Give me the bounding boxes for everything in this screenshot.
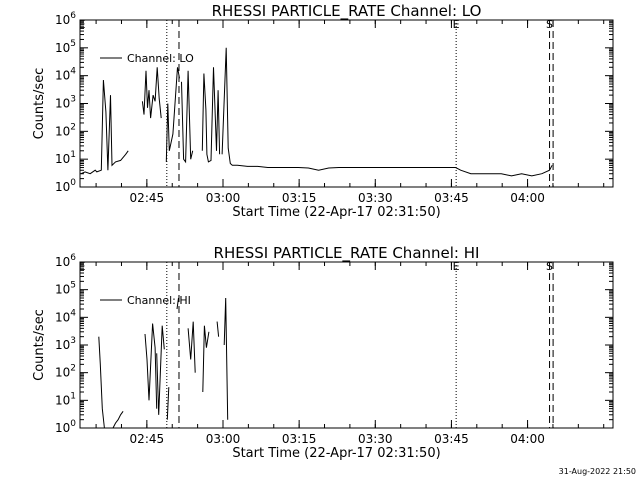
legend: Channel: LO xyxy=(100,52,194,65)
x-tick-label: 03:30 xyxy=(358,432,393,446)
event-marker-label: E xyxy=(453,260,460,273)
series-line xyxy=(141,67,162,119)
y-tick-label: 101 xyxy=(55,391,76,407)
y-axis-label: Counts/sec xyxy=(32,68,47,140)
series-line xyxy=(112,411,124,429)
x-tick-label: 04:00 xyxy=(510,432,545,446)
event-marker-label: E xyxy=(79,18,86,31)
series-line xyxy=(144,323,158,409)
chart-title: RHESSI PARTICLE_RATE Channel: LO xyxy=(212,2,482,21)
x-tick-label: 03:45 xyxy=(434,191,469,205)
y-tick-label: 105 xyxy=(55,39,76,55)
y-tick-label: 103 xyxy=(55,336,76,352)
x-tick-label: 03:45 xyxy=(434,432,469,446)
chart-title: RHESSI PARTICLE_RATE Channel: HI xyxy=(214,244,480,263)
series-line xyxy=(223,297,229,420)
series-line xyxy=(80,79,129,175)
series-line xyxy=(181,70,194,164)
x-tick-label: 03:00 xyxy=(206,432,241,446)
y-tick-label: 105 xyxy=(55,281,76,297)
series-line xyxy=(166,387,170,420)
y-tick-label: 100 xyxy=(55,419,76,435)
legend-label: Channel: HI xyxy=(127,294,191,307)
y-axis-label: Counts/sec xyxy=(32,309,47,381)
series-line xyxy=(187,321,196,373)
series-line xyxy=(165,67,180,162)
x-tick-label: 03:15 xyxy=(282,191,317,205)
event-marker-label: E xyxy=(79,260,86,273)
series-line xyxy=(221,47,553,177)
x-tick-label: 02:45 xyxy=(130,432,165,446)
legend-label: Channel: LO xyxy=(127,52,194,65)
y-tick-label: 104 xyxy=(55,67,76,83)
legend: Channel: HI xyxy=(100,294,191,307)
y-tick-label: 102 xyxy=(55,364,76,380)
y-tick-label: 103 xyxy=(55,95,76,111)
y-tick-label: 104 xyxy=(55,308,76,324)
y-tick-label: 106 xyxy=(55,253,76,269)
y-tick-label: 101 xyxy=(55,150,76,166)
event-marker-label: E xyxy=(453,18,460,31)
y-tick-label: 106 xyxy=(55,11,76,27)
x-tick-label: 03:15 xyxy=(282,432,317,446)
x-axis-label: Start Time (22-Apr-17 02:31:50) xyxy=(232,205,440,220)
event-marker-label: S xyxy=(546,260,553,273)
y-tick-label: 102 xyxy=(55,122,76,138)
chart-panel-hi: RHESSI PARTICLE_RATE Channel: HI 100 101 10… xyxy=(32,244,614,461)
x-tick-label: 02:45 xyxy=(130,191,165,205)
x-tick-label: 03:30 xyxy=(358,191,393,205)
event-marker-label: S xyxy=(546,18,553,31)
series-line xyxy=(202,325,210,393)
series-line xyxy=(201,67,221,163)
plot-date: 31-Aug-2022 21:50 xyxy=(559,467,636,476)
series-line xyxy=(176,297,179,310)
x-tick-label: 03:00 xyxy=(206,191,241,205)
x-axis-label: Start Time (22-Apr-17 02:31:50) xyxy=(232,446,440,461)
series-line xyxy=(98,336,105,429)
x-tick-label: 04:00 xyxy=(510,191,545,205)
series-line xyxy=(156,325,165,415)
y-tick-label: 100 xyxy=(55,178,76,194)
chart-panel-lo: RHESSI PARTICLE_RATE Channel: LO 100 101 10… xyxy=(32,2,614,220)
plot-frame xyxy=(79,261,614,429)
series-line xyxy=(216,321,220,337)
